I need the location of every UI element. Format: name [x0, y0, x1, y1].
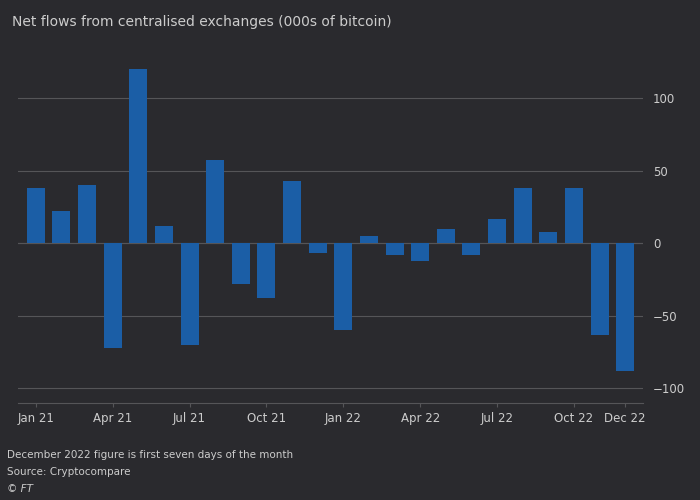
- Text: December 2022 figure is first seven days of the month: December 2022 figure is first seven days…: [7, 450, 293, 460]
- Bar: [437, 228, 455, 243]
- Bar: [27, 188, 45, 243]
- Bar: [283, 181, 301, 243]
- Text: © FT: © FT: [7, 484, 33, 494]
- Bar: [206, 160, 224, 243]
- Bar: [130, 69, 147, 243]
- Bar: [463, 243, 480, 255]
- Bar: [52, 212, 71, 243]
- Text: Net flows from centralised exchanges (000s of bitcoin): Net flows from centralised exchanges (00…: [12, 15, 391, 29]
- Bar: [616, 243, 634, 371]
- Bar: [258, 243, 275, 298]
- Bar: [360, 236, 378, 243]
- Bar: [540, 232, 557, 243]
- Bar: [104, 243, 122, 348]
- Bar: [335, 243, 352, 330]
- Bar: [488, 218, 506, 243]
- Bar: [565, 188, 583, 243]
- Bar: [411, 243, 429, 260]
- Bar: [386, 243, 403, 255]
- Bar: [155, 226, 173, 243]
- Bar: [78, 185, 96, 243]
- Bar: [232, 243, 250, 284]
- Bar: [309, 243, 327, 254]
- Text: Source: Cryptocompare: Source: Cryptocompare: [7, 467, 130, 477]
- Bar: [591, 243, 608, 334]
- Bar: [181, 243, 199, 345]
- Bar: [514, 188, 532, 243]
